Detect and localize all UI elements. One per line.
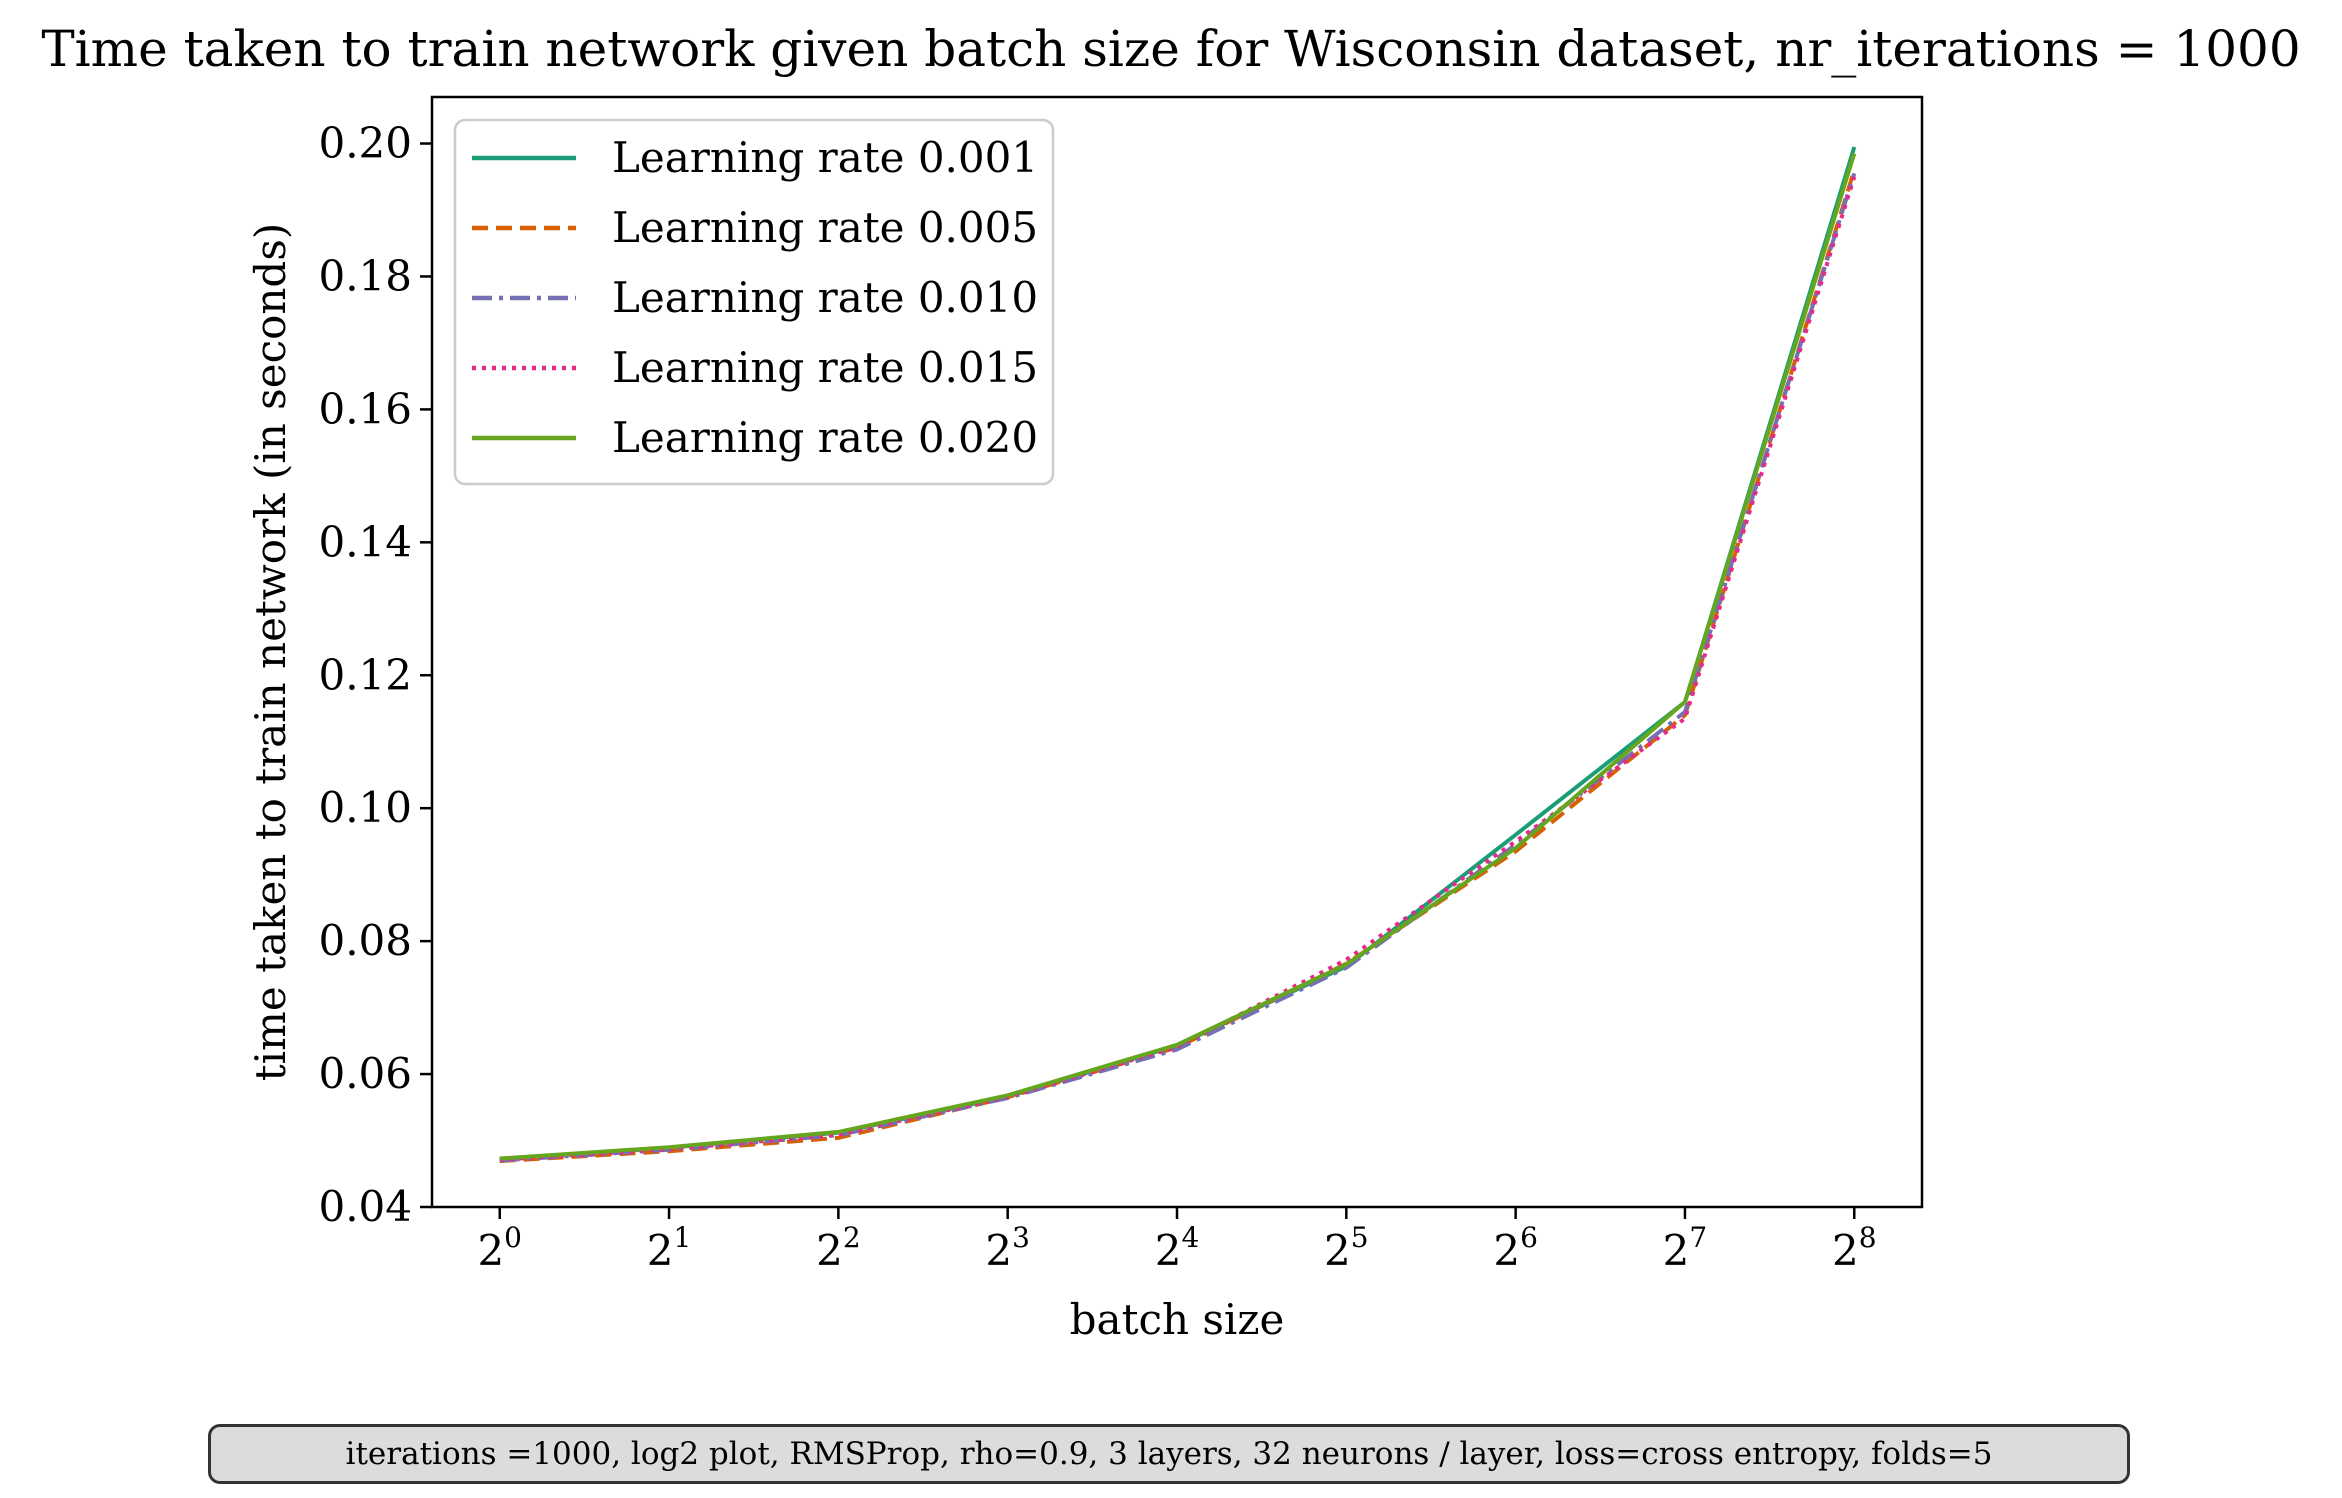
legend-label: Learning rate 0.020 bbox=[612, 413, 1038, 462]
y-tick-label: 0.10 bbox=[318, 783, 412, 832]
series-line-3 bbox=[499, 172, 1857, 1163]
caption-text: iterations =1000, log2 plot, RMSProp, rh… bbox=[345, 1436, 1993, 1472]
y-tick-label: 0.12 bbox=[318, 650, 412, 699]
x-axis-label: batch size bbox=[1070, 1295, 1285, 1344]
series-line-2 bbox=[499, 169, 1857, 1164]
series-layer bbox=[499, 146, 1857, 1164]
x-tick-label: 24 bbox=[1155, 1221, 1200, 1275]
chart-title: Time taken to train network given batch … bbox=[41, 20, 2300, 78]
legend-label: Learning rate 0.015 bbox=[612, 343, 1038, 392]
x-tick-label: 26 bbox=[1493, 1221, 1538, 1275]
y-tick-label: 0.06 bbox=[318, 1049, 412, 1098]
y-axis: 0.04 0.06 0.08 0.10 0.12 0.14 0.16 0.18 0.20 bbox=[318, 119, 432, 1231]
legend-label: Learning rate 0.010 bbox=[612, 273, 1038, 322]
y-axis-label: time taken to train network (in seconds) bbox=[246, 223, 295, 1082]
legend-label: Learning rate 0.001 bbox=[612, 133, 1038, 182]
series-line-5 bbox=[499, 152, 1857, 1161]
y-tick-label: 0.20 bbox=[318, 119, 412, 168]
x-tick-label: 27 bbox=[1663, 1221, 1708, 1275]
y-tick-label: 0.14 bbox=[318, 517, 412, 566]
y-tick-label: 0.18 bbox=[318, 251, 412, 300]
y-tick-label: 0.16 bbox=[318, 384, 412, 433]
x-axis: 20 21 22 23 24 25 26 27 28 bbox=[477, 1207, 1877, 1275]
y-tick-label: 0.08 bbox=[318, 916, 412, 965]
x-tick-label: 28 bbox=[1832, 1221, 1877, 1275]
x-tick-label: 22 bbox=[816, 1221, 861, 1275]
y-tick-label: 0.04 bbox=[318, 1182, 412, 1231]
caption-box: iterations =1000, log2 plot, RMSProp, rh… bbox=[208, 1424, 2130, 1484]
x-tick-label: 23 bbox=[985, 1221, 1030, 1275]
x-tick-label: 20 bbox=[477, 1221, 522, 1275]
legend: Learning rate 0.001 Learning rate 0.005 Le… bbox=[453, 118, 1055, 486]
legend-box bbox=[453, 118, 1055, 486]
legend-label: Learning rate 0.005 bbox=[612, 203, 1038, 252]
x-tick-label: 21 bbox=[647, 1221, 692, 1275]
x-tick-label: 25 bbox=[1324, 1221, 1369, 1275]
